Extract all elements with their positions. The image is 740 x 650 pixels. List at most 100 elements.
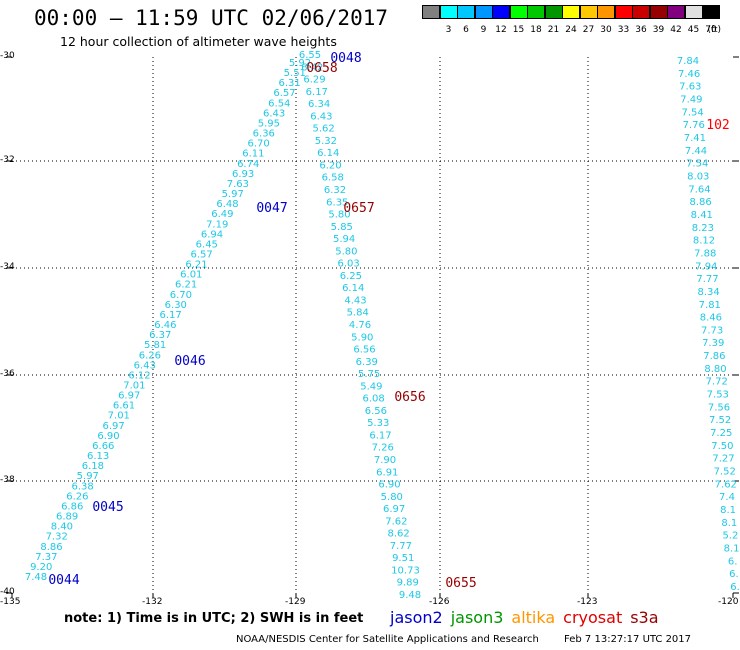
- latitude-label: -34: [0, 262, 15, 272]
- latitude-label: -30: [0, 51, 15, 61]
- scale-label: 39: [652, 25, 665, 35]
- scale-swatch: [439, 5, 458, 19]
- wave-height-label: 8.40: [51, 522, 73, 533]
- wave-height-label: 7.63: [679, 82, 701, 93]
- wave-height-label: 8.62: [387, 529, 409, 540]
- wave-height-label: 6.46: [154, 320, 176, 331]
- wave-height-label: 6.32: [324, 185, 346, 196]
- footer-timestamp: Feb 7 13:27:17 UTC 2017: [564, 634, 692, 645]
- wave-height-label: 6.30: [165, 300, 187, 311]
- wave-height-label: 6.56: [353, 345, 375, 356]
- wave-height-label: 7.25: [710, 428, 732, 439]
- wave-height-label: 6.90: [378, 480, 400, 491]
- wave-height-label: 7.64: [688, 184, 710, 195]
- scale-swatch: [457, 5, 475, 19]
- wave-height-label: 5.62: [312, 124, 334, 135]
- wave-height-label: 8.1: [724, 544, 740, 555]
- wave-height-label: 6.39: [356, 357, 378, 368]
- wave-height-label: 5.49: [360, 381, 382, 392]
- wave-height-label: 5.75: [358, 369, 380, 380]
- wave-height-label: 6.97: [118, 391, 140, 402]
- wave-height-label: 8.03: [687, 172, 709, 183]
- wave-height-label: 8.23: [692, 223, 714, 234]
- wave-height-label: 7.86: [703, 351, 725, 362]
- wave-height-label: 7.90: [374, 455, 396, 466]
- scale-swatch: [579, 5, 598, 19]
- longitude-label: -120: [718, 597, 739, 607]
- wave-height-label: 6.89: [56, 512, 78, 523]
- wave-height-label: 7.52: [714, 467, 736, 478]
- wave-height-label: 8.80: [704, 364, 726, 375]
- wave-height-label: 7.63: [227, 179, 249, 190]
- wave-height-label: 7.44: [685, 146, 707, 157]
- wave-height-label: 6.49: [211, 209, 233, 220]
- wave-height-label: 6.20: [319, 161, 341, 172]
- scale-unit: (ft): [707, 25, 722, 35]
- wave-height-label: 7.4: [719, 492, 735, 503]
- wave-height-label: 7.56: [708, 402, 730, 413]
- note-text: note: 1) Time is in UTC; 2) SWH is in fe…: [64, 611, 364, 626]
- wave-height-label: 6.17: [369, 431, 391, 442]
- scale-swatch: [649, 5, 668, 19]
- wave-height-label: 8.1: [720, 505, 736, 516]
- footer: NOAA/NESDIS Center for Satellite Applica…: [236, 634, 691, 645]
- wave-height-label: 6.25: [340, 271, 362, 282]
- wave-height-label: 6.01: [180, 270, 202, 281]
- wave-height-label: 8.46: [700, 313, 722, 324]
- wave-height-label: 6.11: [242, 149, 264, 160]
- legend-item: s3a: [630, 608, 659, 627]
- wave-height-label: 7.54: [681, 107, 703, 118]
- scale-label: 12: [495, 25, 507, 35]
- wave-height-label: 7.37: [35, 552, 57, 563]
- wave-height-label: 6.26: [139, 350, 161, 361]
- longitude-label: -132: [142, 597, 163, 607]
- wave-height-label: 5.80: [381, 492, 403, 503]
- scale-swatch: [702, 5, 720, 19]
- wave-height-label: 4.76: [349, 320, 371, 331]
- footer-credit: NOAA/NESDIS Center for Satellite Applica…: [236, 634, 539, 645]
- wave-height-label: 6.37: [149, 330, 171, 341]
- wave-height-label: 6.48: [216, 199, 238, 210]
- wave-height-label: 7.72: [706, 377, 728, 388]
- wave-height-label: 7.81: [699, 300, 721, 311]
- wave-height-label: 7.62: [715, 479, 737, 490]
- wave-height-label: 7.48: [25, 572, 47, 583]
- wave-height-label: 7.84: [677, 56, 699, 67]
- pass-time-label: 0657: [343, 201, 374, 216]
- scale-swatch: [422, 5, 440, 19]
- wave-height-label: 9.20: [30, 562, 52, 573]
- pass-time-label: 0046: [174, 354, 205, 369]
- longitude-label: -126: [429, 597, 450, 607]
- tick-marks: [6, 56, 739, 598]
- wave-height-label: 6.43: [310, 111, 332, 122]
- longitude-label: -129: [285, 597, 306, 607]
- scale-label: 9: [480, 25, 487, 35]
- wave-height-label: 8.12: [693, 236, 715, 247]
- wave-height-label: 9.51: [392, 553, 414, 564]
- grid-lines: [12, 57, 733, 593]
- longitude-label: -123: [577, 597, 598, 607]
- wave-height-label: 7.32: [46, 532, 68, 543]
- wave-height-label: 6.57: [190, 250, 212, 261]
- wave-height-label: 8.86: [40, 542, 62, 553]
- wave-height-label: 6.54: [268, 98, 290, 109]
- wave-height-label: 5.97: [222, 189, 244, 200]
- wave-height-label: 6.94: [201, 229, 223, 240]
- scale-label: 42: [670, 25, 682, 35]
- wave-height-label: 9.89: [397, 578, 419, 589]
- wave-height-label: 6.42: [301, 62, 323, 73]
- latitude-label: -36: [0, 369, 15, 379]
- legend-item: jason2: [390, 608, 443, 627]
- wave-height-label: 6.93: [232, 169, 254, 180]
- wave-height-label: 7.50: [711, 441, 733, 452]
- pass-time-label: 0656: [394, 390, 425, 405]
- scale-swatch: [492, 5, 510, 19]
- wave-height-label: 6.35: [326, 197, 348, 208]
- scale-label: 21: [547, 25, 560, 35]
- wave-height-label: 6.17: [159, 310, 181, 321]
- pass-time-label: 0044: [48, 573, 79, 588]
- scale-label: 30: [600, 25, 612, 35]
- wave-height-label: 6.: [730, 582, 740, 593]
